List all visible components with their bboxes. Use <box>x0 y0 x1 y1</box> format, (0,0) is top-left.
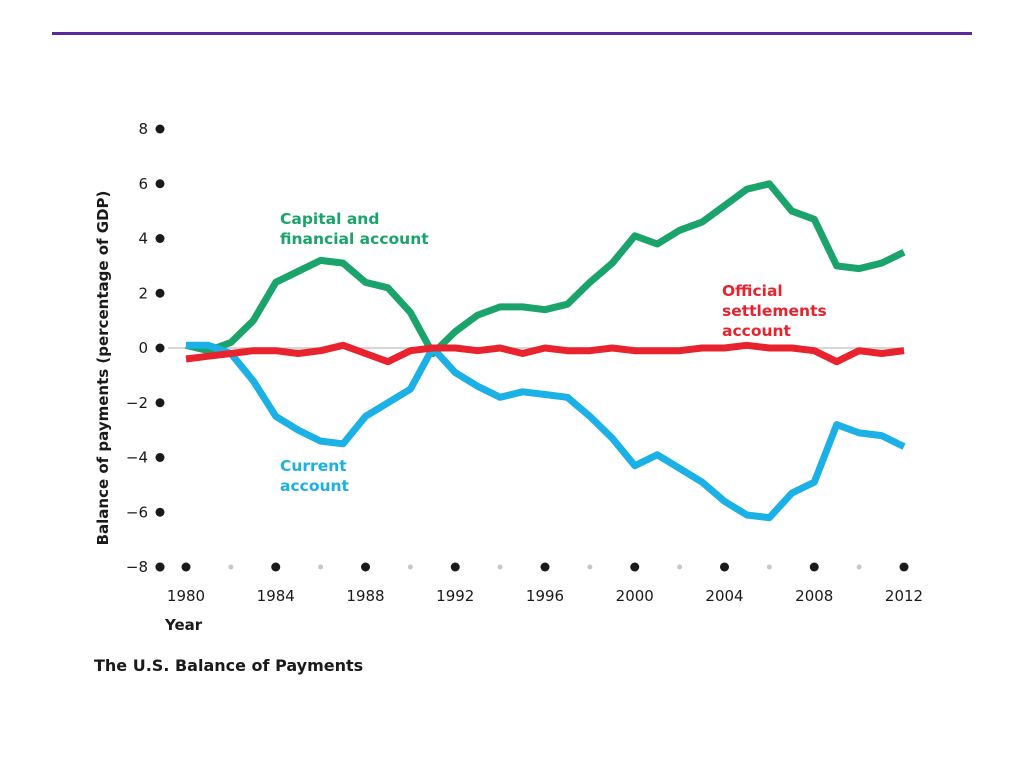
y-tick-label: 4 <box>138 230 148 248</box>
y-tick-dot <box>155 398 165 408</box>
x-tick-dot <box>720 562 729 572</box>
x-tick-label: 1980 <box>167 587 205 605</box>
current-label-line: Current <box>280 457 347 475</box>
y-tick-dot <box>155 343 165 353</box>
x-minor-tick-dot <box>766 564 772 570</box>
x-tick-dot <box>361 562 370 572</box>
x-minor-tick-dot <box>318 564 324 570</box>
series-labels: Capital and financial account Current accou… <box>280 210 827 495</box>
y-tick-dot <box>155 288 165 298</box>
series-lines <box>185 180 906 522</box>
y-tick-dot <box>155 234 165 243</box>
x-axis: 1980 1984 1988 1992 1996 2000 2004 2008 2012 <box>155 562 923 605</box>
current-label-line: account <box>280 477 350 495</box>
y-tick-label: −4 <box>126 449 148 467</box>
official-label-line: Official <box>722 282 783 300</box>
y-axis: 8 6 4 2 0 −2 −4 −6 −8 <box>126 120 165 576</box>
x-minor-tick-dot <box>856 564 862 570</box>
x-tick-label: 2000 <box>616 587 654 605</box>
y-tick-dot <box>155 507 165 517</box>
y-axis-title: Balance of payments (percentage of GDP) <box>94 191 112 546</box>
x-tick-label: 2004 <box>705 587 743 605</box>
x-minor-tick-dot <box>407 564 413 570</box>
x-tick-dot <box>450 562 460 572</box>
capital-account-label: Capital and financial account <box>280 210 429 248</box>
x-minor-tick-dot <box>587 564 593 570</box>
x-tick-dot <box>540 562 550 572</box>
x-tick-dot <box>630 562 640 572</box>
official-label-line: settlements <box>722 302 827 320</box>
chart-caption: The U.S. Balance of Payments <box>94 656 364 675</box>
x-tick-dot <box>181 562 191 572</box>
axis-origin-dot <box>155 562 165 572</box>
capital-label-line: financial account <box>280 230 429 248</box>
x-minor-tick-dot <box>497 564 503 570</box>
x-tick-label: 2012 <box>885 587 923 605</box>
y-tick-dot <box>155 124 165 134</box>
capital-account-line <box>185 180 906 357</box>
y-tick-label: 8 <box>138 120 148 138</box>
y-tick-label: 6 <box>138 175 148 193</box>
official-account-line <box>185 341 905 366</box>
official-account-label: Official settlements account <box>722 282 827 340</box>
current-account-line <box>186 341 906 522</box>
x-tick-label: 1996 <box>526 587 564 605</box>
y-tick-dot <box>155 453 165 462</box>
y-tick-label: −6 <box>126 503 148 521</box>
x-axis-title: Year <box>164 616 203 634</box>
x-tick-dot <box>271 562 281 572</box>
x-tick-label: 2008 <box>795 587 833 605</box>
x-tick-label: 1984 <box>257 587 295 605</box>
y-tick-label: −8 <box>126 558 148 576</box>
x-minor-tick-dot <box>677 564 683 570</box>
x-tick-label: 1988 <box>346 587 384 605</box>
capital-label-line: Capital and <box>280 210 379 228</box>
top-divider-rule <box>52 32 972 35</box>
x-tick-dot <box>899 562 909 572</box>
y-tick-dot <box>155 179 165 189</box>
y-tick-label: −2 <box>126 394 148 412</box>
x-minor-tick-dot <box>228 564 234 570</box>
current-account-label: Current account <box>280 457 350 495</box>
x-tick-label: 1992 <box>436 587 474 605</box>
y-tick-label: 0 <box>138 339 148 357</box>
y-tick-label: 2 <box>138 284 148 302</box>
balance-of-payments-chart: 8 6 4 2 0 −2 −4 −6 −8 1980 1984 1988 1992 1996 2000 20… <box>94 120 923 634</box>
x-tick-dot <box>809 562 819 572</box>
official-label-line: account <box>722 322 792 340</box>
